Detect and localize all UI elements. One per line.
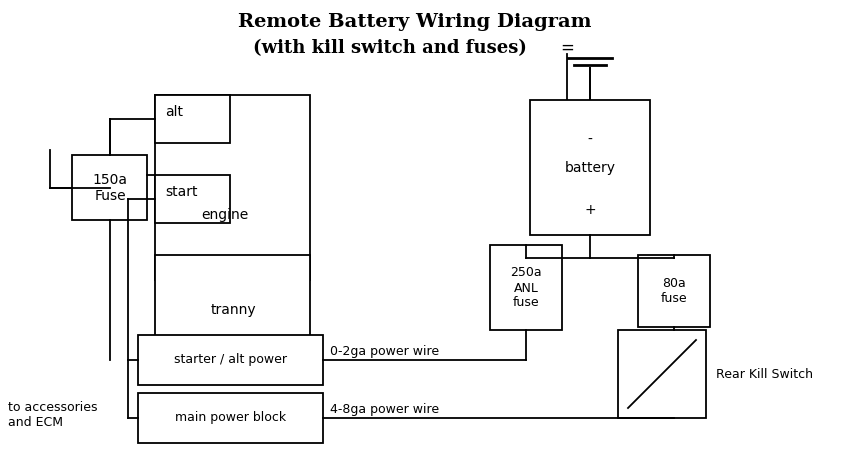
Bar [638, 255, 710, 327]
Bar [155, 255, 310, 365]
Text: to accessories
and ECM: to accessories and ECM [8, 401, 98, 429]
Text: 4-8ga power wire: 4-8ga power wire [330, 404, 439, 417]
Bar [490, 245, 562, 330]
Text: tranny: tranny [211, 303, 256, 317]
Text: 150a
Fuse: 150a Fuse [92, 173, 128, 203]
Text: Rear Kill Switch: Rear Kill Switch [716, 368, 813, 381]
Text: 250a
ANL
fuse: 250a ANL fuse [510, 266, 542, 310]
Text: start: start [165, 185, 198, 199]
Bar [618, 330, 706, 418]
Text: main power block: main power block [175, 411, 287, 424]
Text: Remote Battery Wiring Diagram: Remote Battery Wiring Diagram [238, 13, 591, 31]
Bar [138, 393, 323, 443]
Bar [155, 95, 230, 143]
Bar [72, 155, 147, 220]
Text: -: - [587, 133, 592, 147]
Text: =: = [560, 39, 574, 57]
Text: battery: battery [564, 161, 615, 175]
Bar [530, 100, 650, 235]
Bar [155, 175, 230, 223]
Text: alt: alt [165, 105, 183, 119]
Text: (with kill switch and fuses): (with kill switch and fuses) [253, 39, 527, 57]
Text: +: + [584, 203, 596, 217]
Text: 0-2ga power wire: 0-2ga power wire [330, 346, 439, 359]
Text: starter / alt power: starter / alt power [175, 354, 288, 366]
Text: 80a
fuse: 80a fuse [661, 277, 687, 305]
Text: engine: engine [201, 208, 248, 222]
Bar [138, 335, 323, 385]
Bar [155, 95, 310, 280]
